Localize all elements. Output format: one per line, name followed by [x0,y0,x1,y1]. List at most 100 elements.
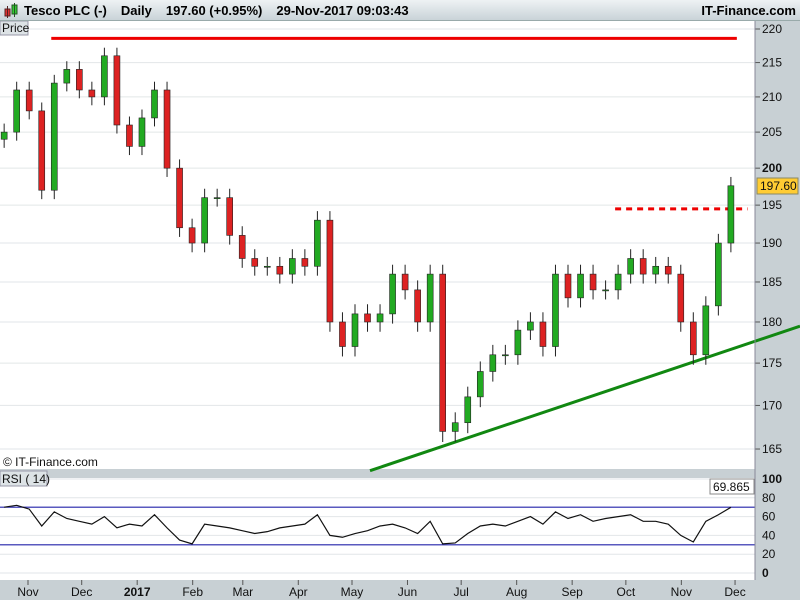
candle [289,258,296,275]
y-tick-label: 215 [762,56,782,70]
candle [113,55,121,126]
rsi-last-label: 69.865 [713,480,750,494]
rsi-tick-label: 100 [762,472,782,486]
y-tick-label: 170 [762,398,782,412]
x-tick-label: Feb [182,585,203,599]
candle [238,235,246,259]
period: Daily [120,2,152,18]
candle [0,131,8,140]
candle [627,258,634,275]
candle [527,321,534,331]
candle [76,69,83,91]
candle [376,313,384,323]
x-tick-label: Jun [398,585,417,599]
y-tick-label: 195 [762,198,782,212]
rsi-tick-label: 0 [762,566,769,580]
candle [589,273,597,291]
candle [351,313,359,347]
candle [602,289,609,292]
x-tick-label: Oct [617,585,636,599]
candle [301,258,309,267]
y-tick-label: 200 [762,161,782,175]
candle [101,55,108,98]
candle [514,329,522,356]
candle [188,227,196,244]
y-tick-label: 220 [762,22,782,36]
price-panel-label: Price [2,21,30,35]
x-tick-label: May [341,585,364,599]
x-tick-label: Dec [724,585,745,599]
candle [564,273,572,299]
last-price: 197.60 (+0.95%) [165,2,263,18]
candle [314,219,321,267]
x-tick-label: Jul [454,585,469,599]
candle [727,185,735,244]
rsi-tick-label: 20 [762,547,776,561]
candle [339,321,346,347]
candle [63,69,71,84]
candle [389,273,396,315]
candle [364,313,371,323]
rsi-tick-label: 80 [762,491,776,505]
candle [614,273,622,291]
candle [25,89,33,112]
rsi-tick-label: 40 [762,528,776,542]
candle [552,273,559,347]
candle [151,89,158,119]
candle [138,117,146,147]
candle [489,354,497,372]
candle [163,89,171,169]
candle [276,265,284,275]
x-tick-label: Aug [506,585,527,599]
chart-header: Tesco PLC (-) Daily 197.60 (+0.95%) 29-N… [0,0,800,21]
candle [126,124,133,147]
x-tick-label: Sep [561,585,583,599]
y-tick-label: 165 [762,442,782,456]
x-tick-label: 2017 [124,585,151,599]
candle [401,273,409,291]
chart-canvas[interactable]: 165 170 175 180 185 190 195 200 205 210 215 220 0 20 4… [0,21,800,600]
candle [251,258,259,267]
candle [13,89,20,133]
candle [426,273,434,323]
candle [689,321,697,356]
candle [213,197,221,199]
y-tick-label: 205 [762,125,782,139]
candle [652,265,660,275]
candle [577,273,584,299]
candle [201,197,208,244]
candle [664,265,672,275]
candle [326,219,334,323]
rsi-tick-label: 60 [762,510,776,524]
x-tick-label: Mar [232,585,253,599]
brand: IT-Finance.com [701,2,796,18]
candle [451,422,459,432]
candle [639,258,647,275]
watermark: © IT-Finance.com [3,455,98,469]
y-tick-label: 180 [762,315,782,329]
candle [263,265,271,268]
candle [176,167,183,229]
y-tick-label: 185 [762,275,782,289]
candle [476,371,484,398]
support-line [369,324,800,473]
candle [414,289,421,323]
x-tick-label: Nov [671,585,692,599]
candle [38,110,46,191]
candle [715,242,722,307]
rsi-panel-label: RSI ( 14) [2,472,50,486]
x-tick-label: Apr [289,585,308,599]
candle [539,321,547,347]
candlestick-icon [4,2,18,18]
price-plot-area [0,21,755,469]
candle [464,396,472,424]
candle [226,197,233,236]
rsi-line [4,504,732,545]
y-tick-label: 175 [762,356,782,370]
candle [502,354,509,357]
last-price-label: 197.60 [760,179,797,193]
candle [677,273,685,323]
candle [50,82,58,191]
y-tick-label: 190 [762,236,782,250]
datetime: 29-Nov-2017 09:03:43 [276,2,409,18]
